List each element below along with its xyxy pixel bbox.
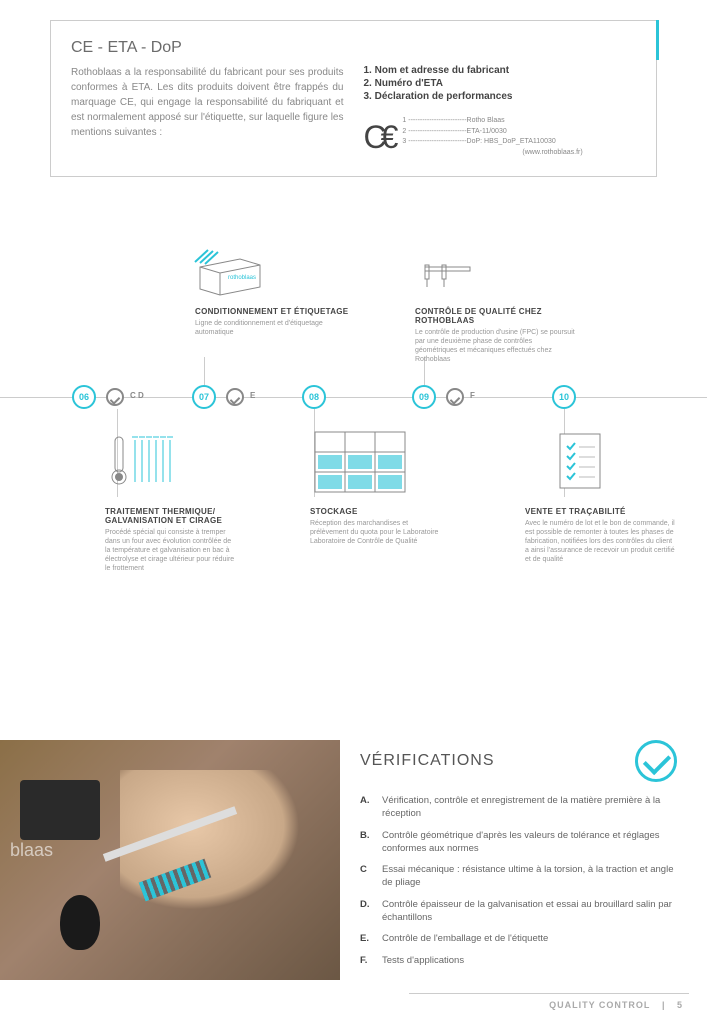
req-1: 1. Nom et adresse du fabricant: [364, 65, 637, 76]
inspection-photo: blaas: [0, 740, 340, 980]
verif-item: F.Tests d'applications: [360, 954, 677, 967]
verif-item: A.Vérification, contrôle et enregistreme…: [360, 794, 677, 821]
callout-text: Réception des marchandises et prélèvemen…: [310, 519, 440, 546]
footer-rule: [409, 993, 689, 994]
label-cd: C D: [130, 391, 144, 400]
req-3: 3. Déclaration de performances: [364, 91, 637, 102]
verif-list: A.Vérification, contrôle et enregistreme…: [360, 794, 677, 967]
footer-section: QUALITY CONTROL: [549, 1000, 650, 1010]
node-10: 10: [552, 385, 576, 409]
callout-trace: VENTE ET TRAÇABILITÉ Avec le numéro de l…: [525, 507, 675, 564]
ce-line-1: 1 -------------------------Rotho Blaas: [402, 116, 582, 127]
verif-item: D.Contrôle épaisseur de la galvanisation…: [360, 898, 677, 925]
req-2: 2. Numéro d'ETA: [364, 78, 637, 89]
ce-eta-box: CE - ETA - DoP Rothoblaas a la responsab…: [50, 20, 657, 177]
ce-mark-icon: C€: [364, 119, 393, 156]
node-07: 07: [192, 385, 216, 409]
label-f: F: [470, 391, 475, 400]
verif-item: CEssai mécanique : résistance ultime à l…: [360, 863, 677, 890]
callout-title: STOCKAGE: [310, 507, 440, 516]
process-flow: 06 C D 07 E 08 09 F 10 rothoblaas: [0, 237, 707, 557]
req-list: 1. Nom et adresse du fabricant 2. Numéro…: [364, 65, 637, 102]
callout-text: Procédé spécial qui consiste à tremper d…: [105, 528, 235, 573]
verification-section: blaas VÉRIFICATIONS A.Vérification, cont…: [0, 740, 707, 980]
callout-quality: CONTRÔLE DE QUALITÉ CHEZ ROTHOBLAAS Le c…: [415, 307, 575, 364]
photo-brand-text: blaas: [10, 840, 53, 861]
callout-title: TRAITEMENT THERMIQUE/ GALVANISATION ET C…: [105, 507, 235, 525]
ce-line-3: 3 -------------------------DoP: HBS_DoP_…: [402, 137, 582, 148]
packaging-box-icon: rothoblaas: [190, 247, 270, 297]
ce-line-2: 2 -------------------------ETA-11/0030: [402, 127, 582, 138]
checklist-icon: [555, 432, 605, 492]
svg-text:rothoblaas: rothoblaas: [228, 275, 256, 281]
caliper-icon: [420, 257, 480, 297]
box-title: CE - ETA - DoP: [71, 39, 636, 57]
node-06: 06: [72, 385, 96, 409]
callout-title: CONTRÔLE DE QUALITÉ CHEZ ROTHOBLAAS: [415, 307, 575, 325]
ce-line-4: (www.rothoblaas.fr): [402, 148, 582, 159]
check-icon: [446, 388, 464, 406]
footer-sep: |: [662, 1000, 666, 1010]
callout-text: Ligne de conditionnement et d'étiquetage…: [195, 319, 355, 337]
verif-item: B.Contrôle géométrique d'après les valeu…: [360, 829, 677, 856]
callout-text: Avec le numéro de lot et le bon de comma…: [525, 519, 675, 564]
verif-item: E.Contrôle de l'emballage et de l'étique…: [360, 932, 677, 945]
callout-thermal: TRAITEMENT THERMIQUE/ GALVANISATION ET C…: [105, 507, 235, 573]
node-08: 08: [302, 385, 326, 409]
ce-details: 1 -------------------------Rotho Blaas 2…: [402, 116, 582, 158]
check-icon: [226, 388, 244, 406]
callout-text: Le contrôle de production d'usine (FPC) …: [415, 328, 575, 364]
callout-storage: STOCKAGE Réception des marchandises et p…: [310, 507, 440, 546]
callout-packaging: CONDITIONNEMENT ET ÉTIQUETAGE Ligne de c…: [195, 307, 355, 337]
check-icon: [106, 388, 124, 406]
thermometer-icon: [110, 432, 180, 492]
warehouse-shelf-icon: [310, 427, 410, 497]
accent-bar: [656, 20, 659, 60]
intro-text: Rothoblaas a la responsabilité du fabric…: [71, 65, 344, 158]
callout-title: CONDITIONNEMENT ET ÉTIQUETAGE: [195, 307, 355, 316]
footer-page: 5: [677, 1000, 683, 1010]
connector: [204, 357, 205, 385]
callout-title: VENTE ET TRAÇABILITÉ: [525, 507, 675, 516]
big-check-icon: [635, 740, 677, 782]
node-09: 09: [412, 385, 436, 409]
label-e: E: [250, 391, 255, 400]
page-footer: QUALITY CONTROL | 5: [545, 1000, 687, 1010]
verif-title: VÉRIFICATIONS: [360, 752, 495, 770]
